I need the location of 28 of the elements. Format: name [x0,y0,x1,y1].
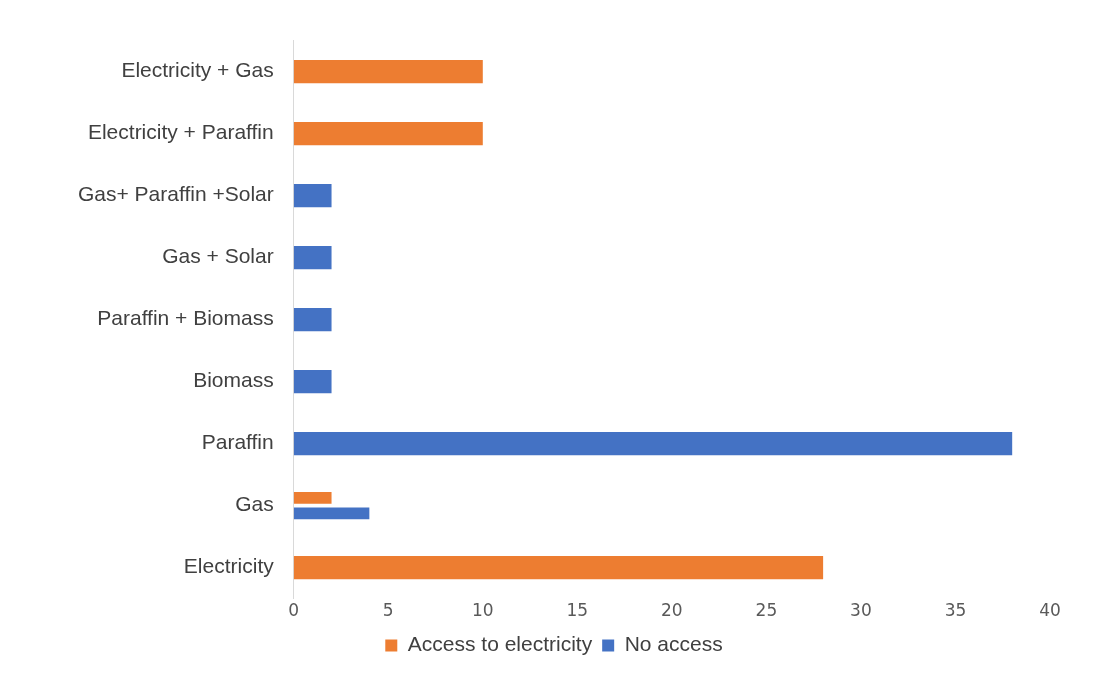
x-tick-label: 40 [1039,600,1061,621]
legend-label: No access [624,632,723,656]
y-tick-label: Gas + Solar [162,244,274,268]
bar [293,59,483,84]
bar [293,245,332,270]
y-tick-label: Electricity + Gas [121,58,274,82]
x-tick-label: 35 [944,600,967,621]
bar [293,431,1013,456]
bar [293,369,332,394]
y-tick-label: Electricity [183,554,275,578]
bar [293,121,483,146]
x-tick-label: 5 [382,600,394,621]
x-tick-label: 10 [471,600,494,621]
y-tick-label: Paraffin [201,430,274,454]
bar [293,183,332,208]
y-tick-label: Gas [235,492,274,516]
x-tick-label: 30 [850,600,872,621]
x-tick-label: 25 [755,600,778,621]
x-tick-label: 0 [288,600,300,621]
y-tick-label: Electricity + Paraffin [87,120,274,144]
bar [293,555,824,580]
y-tick-label: Paraffin + Biomass [97,306,274,330]
bar [293,307,332,332]
legend-label: Access to electricity [407,632,593,656]
x-tick-label: 20 [661,600,683,621]
y-tick-label: Gas+ Paraffin +Solar [77,182,274,206]
x-tick-label: 15 [566,600,589,621]
y-tick-label: Biomass [193,368,274,392]
